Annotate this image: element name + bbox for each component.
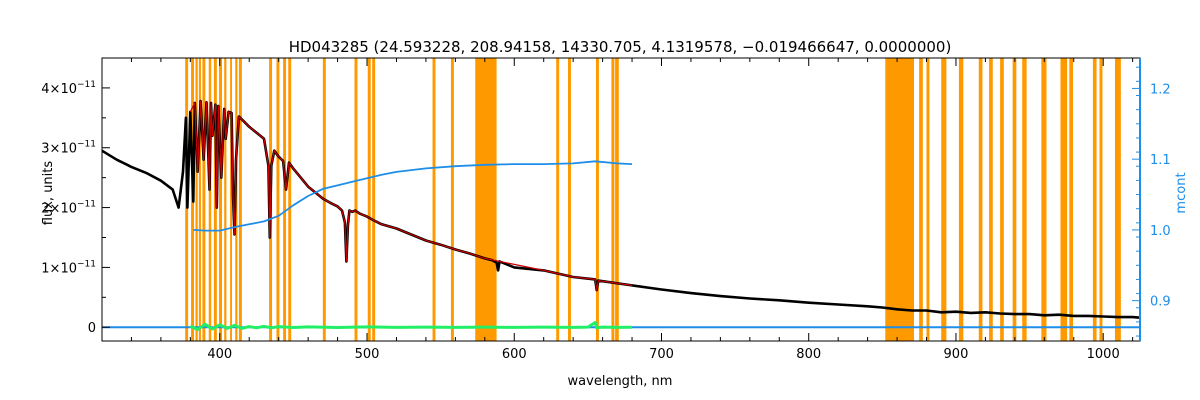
y-tick-label: 2×10−11 (41, 200, 96, 217)
mask-band (615, 58, 619, 341)
mask-band (195, 58, 198, 341)
y-tick-label: 0 (88, 321, 96, 336)
mask-band (1099, 58, 1103, 341)
series-mcont-line (193, 160, 633, 232)
series-residual-line (189, 321, 633, 332)
y-tick-label: 3×10−11 (41, 140, 96, 157)
mask-band (567, 58, 571, 341)
mask-band (224, 58, 227, 341)
mask-band (1092, 58, 1097, 341)
mask-band (1041, 58, 1047, 341)
mask-band (958, 58, 964, 341)
mask-bands (185, 58, 1121, 341)
mask-band (919, 58, 923, 341)
mask-band (556, 58, 560, 341)
chart-title: HD043285 (24.593228, 208.94158, 14330.70… (289, 38, 952, 56)
x-tick-label: 500 (355, 347, 380, 362)
mask-band (611, 58, 615, 341)
mask-band (978, 58, 983, 341)
series-model-line (189, 100, 633, 291)
mask-band (202, 58, 206, 341)
mask-band (238, 58, 242, 341)
x-tick-label: 600 (502, 347, 527, 362)
x-tick-label: 700 (649, 347, 674, 362)
x-tick-label: 800 (796, 347, 821, 362)
mask-band (926, 58, 930, 341)
mask-band (1069, 58, 1074, 341)
y2-axis-title: mcont (1174, 172, 1189, 213)
series-layer (101, 99, 1141, 332)
x-tick-label: 1000 (1087, 347, 1120, 362)
mask-band (372, 58, 376, 341)
mask-band (230, 58, 233, 341)
right-axis-line (1139, 58, 1141, 341)
mask-band (198, 58, 201, 341)
x-tick-label: 400 (207, 347, 232, 362)
x-axis-title: wavelength, nm (568, 374, 673, 389)
mask-band (941, 58, 947, 341)
mask-band (288, 58, 292, 341)
mask-band (213, 58, 217, 341)
x-tick-label: 900 (944, 347, 969, 362)
mask-band (432, 58, 436, 341)
mask-band (885, 58, 914, 341)
mask-band (367, 58, 371, 341)
axis-ticks: 400 500 600 700 800 900 1000 0 1×10−11 2×10−11 3×1… (41, 58, 1171, 362)
mask-band (276, 58, 280, 341)
mask-band (354, 58, 358, 341)
y2-tick-label: 1.0 (1150, 224, 1171, 239)
y-tick-label: 1×10−11 (41, 259, 96, 276)
mask-band (283, 58, 287, 341)
y2-tick-label: 1.1 (1150, 153, 1171, 168)
y2-tick-label: 0.9 (1150, 295, 1171, 310)
mask-band (1012, 58, 1017, 341)
mask-band (450, 58, 454, 341)
mask-band (1060, 58, 1068, 341)
y2-tick-label: 1.2 (1150, 82, 1171, 97)
mask-band (1000, 58, 1004, 341)
mask-band (1114, 58, 1121, 341)
mask-band (1022, 58, 1027, 341)
mask-band (208, 58, 212, 341)
y-axis-title: flux, units (41, 161, 56, 226)
mask-band (475, 58, 497, 341)
mask-band (595, 58, 599, 341)
mask-band (219, 58, 222, 341)
mask-band (989, 58, 993, 341)
y-tick-label: 4×10−11 (41, 80, 96, 97)
plot-frame (101, 57, 1141, 342)
